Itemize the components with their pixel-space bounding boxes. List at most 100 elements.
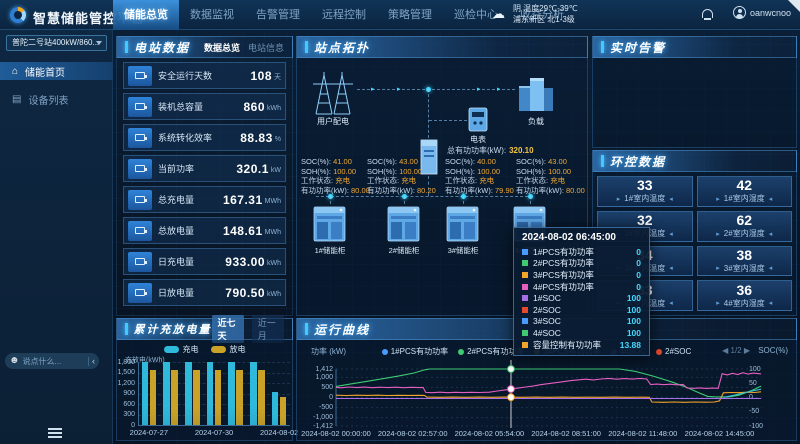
tab-data-overview[interactable]: 数据总览	[203, 42, 240, 53]
bar-充电	[141, 362, 149, 425]
arrow-left-icon: ◂	[669, 195, 673, 203]
legend-item-2#SOC[interactable]: 2#SOC	[656, 346, 691, 357]
metric-label: 日放电量	[158, 288, 195, 298]
bar-充电	[163, 362, 170, 425]
tab-last-month[interactable]: 近一月	[251, 315, 284, 343]
battery-icon	[128, 127, 152, 148]
panel-title: 累计充放电量	[133, 324, 212, 336]
gridline	[138, 362, 290, 363]
y-tick-right: -100	[749, 422, 764, 430]
metric-label: 系统转化效率	[158, 133, 213, 143]
bell-icon[interactable]	[702, 9, 713, 20]
legend-item-放电[interactable]: 放电	[210, 344, 246, 355]
battery-glyph	[135, 258, 147, 265]
user-menu[interactable]: oanwcnoo	[733, 6, 791, 19]
title-accent	[601, 155, 604, 167]
panel-title: 运行曲线	[314, 322, 371, 337]
metric-value: 148.61	[222, 223, 263, 238]
cabinet-soh: 100.00	[477, 166, 501, 176]
user-icon	[733, 6, 746, 19]
cabinet-icon[interactable]	[387, 204, 421, 244]
tab-last-7-days[interactable]: 近七天	[211, 315, 244, 343]
grid-node-label: 用户配电	[317, 117, 349, 126]
env-label: 3#室内温度	[624, 263, 666, 273]
emoji-icon[interactable]: ☻	[9, 355, 20, 366]
x-tick-label: 2024-08-02 11:48:00	[608, 429, 678, 438]
cabinet-icon[interactable]	[513, 204, 547, 244]
app-logo-icon	[10, 7, 26, 23]
arrow-left-icon: ◂	[669, 265, 673, 273]
y-tick-left: 1,000	[315, 373, 333, 381]
env-label: 4#室内湿度	[723, 298, 765, 308]
nav-item-远程控制[interactable]: 远程控制	[322, 9, 366, 21]
flow-arrow-icon: ▸	[371, 86, 375, 93]
title-accent	[601, 41, 604, 53]
cabinet-icon[interactable]	[313, 204, 347, 244]
env-label: 4#室内温度	[624, 298, 666, 308]
bar-放电	[258, 370, 265, 425]
bar-chart-legend: 充电 放电	[117, 344, 292, 355]
metric-value: 790.50	[225, 285, 265, 300]
battery-icon	[128, 189, 152, 210]
weather-widget: ☁ 阴 温度29℃-39℃ 浦东新区 北1-3级	[492, 3, 578, 25]
env-value: 32	[636, 212, 653, 229]
battery-glyph	[135, 227, 147, 234]
nav-item-告警管理[interactable]: 告警管理	[256, 9, 300, 21]
arrow-left-icon: ◂	[768, 300, 773, 308]
series-4#SOC	[335, 368, 762, 398]
metric-card: 总放电量 148.61 MWh	[123, 217, 286, 244]
arrow-left-icon: ◂	[669, 230, 673, 238]
sidebar-item-设备列表[interactable]: ▤ 设备列表	[0, 90, 113, 108]
metric-unit: kWh	[267, 259, 281, 267]
gridline	[138, 404, 290, 405]
bar-充电	[185, 362, 192, 425]
sidebar: 普陀二号站400kW/860... ⌂ 储能首页 ▤ 设备列表 ☻ ‹	[0, 30, 113, 444]
legend-pagination[interactable]: ◀ 1/2 ▶	[722, 346, 750, 355]
battery-icon	[128, 96, 152, 117]
legend-item-充电[interactable]: 充电	[163, 344, 199, 355]
legend-swatch	[210, 346, 226, 353]
tab-station-info[interactable]: 电站信息	[247, 42, 284, 53]
station-select[interactable]: 普陀二号站400kW/860...	[6, 35, 107, 51]
y-axis-line	[138, 362, 139, 425]
metric-value: 88.83	[240, 130, 273, 145]
series-1#PCS有功功率	[723, 388, 762, 398]
bar-放电	[171, 369, 178, 425]
collapse-icon[interactable]: ‹	[92, 356, 95, 366]
legend-item-2#PCS有功功率[interactable]: 2#PCS有功功率	[458, 346, 524, 357]
cabinet-status: 充电	[550, 176, 566, 185]
y-tick-left: -1,000	[313, 414, 333, 422]
x-tick-label: 2024-07-30	[194, 428, 234, 437]
top-header: 智慧储能管控平台 储能总览 数据监视 告警管理 远程控制 策略管理 巡检中心 收益分析 ☁ …	[0, 0, 800, 30]
nav-item-收益分析[interactable]: 收益分析	[520, 9, 564, 21]
nav-item-策略管理[interactable]: 策略管理	[388, 9, 432, 21]
gridline	[138, 414, 290, 416]
env-card: 32 ▸ 2#室内温度 ◂	[597, 210, 693, 242]
sidebar-item-储能首页[interactable]: ⌂ 储能首页	[0, 62, 113, 80]
y-tick-left: 500	[321, 383, 333, 391]
chat-input[interactable]	[19, 356, 88, 366]
feeder-line	[428, 89, 429, 138]
sidebar-item-label: 储能首页	[25, 67, 66, 79]
nav-item-巡检中心[interactable]: 巡检中心	[454, 9, 498, 21]
metric-unit: kWh	[267, 290, 281, 298]
cabinet-name: 1#储能柜	[314, 246, 346, 255]
cabinet-drop-line	[530, 196, 531, 204]
cabinet-power: 80.00	[351, 185, 370, 195]
menu-icon[interactable]	[48, 426, 62, 440]
metric-value: 167.31	[222, 192, 263, 207]
env-label-row: ▸ 1#室内温度 ◂	[617, 193, 673, 204]
env-label-row: ▸ 3#室内湿度 ◂	[716, 263, 772, 274]
battery-glyph	[135, 103, 147, 110]
legend-item-1#PCS有功功率[interactable]: 1#PCS有功功率	[381, 346, 448, 357]
bar-放电	[149, 370, 157, 425]
nav-item-数据监视[interactable]: 数据监视	[190, 9, 234, 21]
metric-value: 860	[243, 99, 265, 114]
x-tick-label: 2024-07-27	[129, 428, 169, 437]
cabinet-icon[interactable]	[446, 204, 480, 244]
crosshair-dot	[507, 393, 515, 402]
legend-dot	[656, 348, 663, 355]
env-value: 33	[636, 177, 653, 194]
nav-item-储能总览[interactable]: 储能总览	[113, 0, 179, 30]
bus-line	[357, 89, 515, 90]
